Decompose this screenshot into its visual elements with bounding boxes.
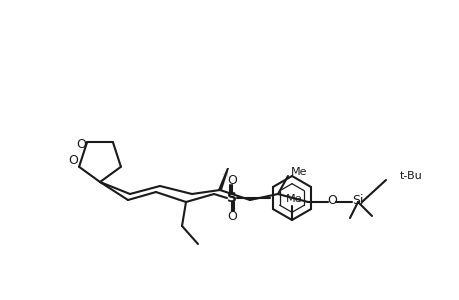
Text: O: O: [76, 138, 86, 151]
Text: Me: Me: [285, 194, 302, 204]
Text: Me: Me: [291, 167, 307, 177]
Text: O: O: [326, 194, 336, 206]
Polygon shape: [218, 168, 229, 190]
Text: O: O: [227, 173, 236, 187]
Text: t-Bu: t-Bu: [399, 171, 422, 181]
Text: Si: Si: [352, 194, 363, 206]
Text: O: O: [227, 209, 236, 223]
Text: S: S: [226, 191, 236, 205]
Text: O: O: [68, 154, 78, 167]
